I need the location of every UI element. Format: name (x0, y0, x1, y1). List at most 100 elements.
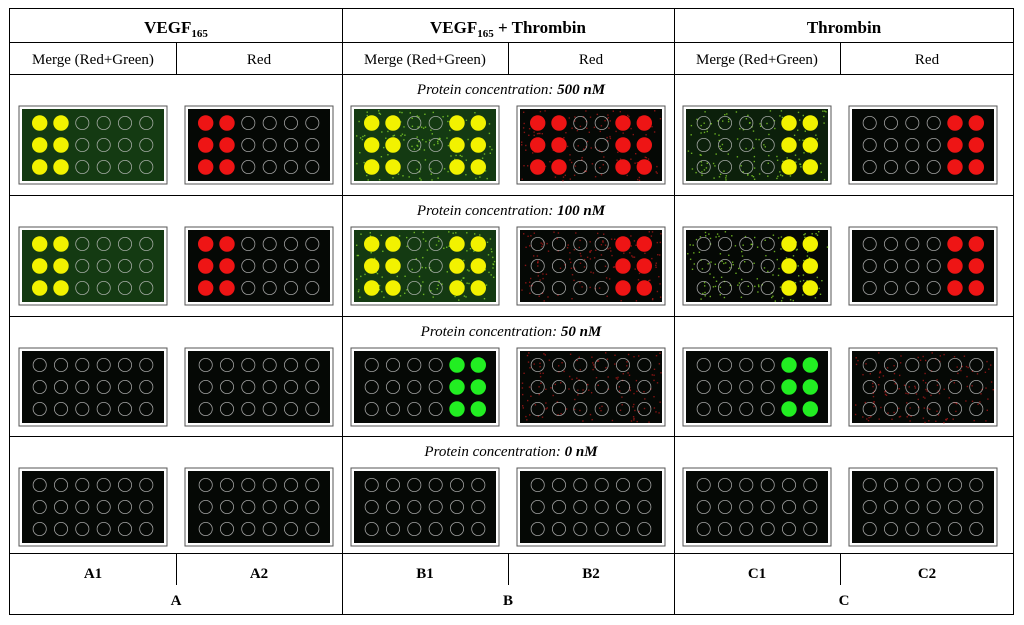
noise-dot (462, 277, 464, 279)
noise-dot (864, 401, 866, 404)
noise-dot (593, 366, 596, 368)
empty-spot (884, 379, 899, 394)
noise-dot (776, 159, 779, 161)
empty-spot (32, 379, 47, 394)
noise-dot (528, 352, 530, 354)
noise-dot (548, 359, 551, 361)
noise-dot (380, 156, 383, 158)
noise-dot (906, 402, 908, 404)
noise-dot (537, 275, 539, 277)
noise-dot (409, 112, 411, 114)
empty-spot (637, 477, 652, 492)
empty-spot (471, 477, 486, 492)
noise-dot (690, 152, 693, 154)
empty-spot (969, 499, 984, 514)
empty-spot (407, 357, 422, 372)
noise-dot (644, 398, 646, 400)
panel-label-a2: A2 (250, 566, 268, 582)
noise-dot (563, 370, 565, 373)
noise-dot (804, 236, 806, 239)
array-panel-b1-row4 (350, 467, 500, 547)
filled-spot (385, 159, 401, 175)
noise-dot (370, 252, 372, 254)
empty-spot (926, 357, 941, 372)
noise-dot (436, 288, 438, 290)
noise-dot (539, 132, 541, 135)
empty-spot (75, 137, 90, 152)
noise-dot (600, 409, 602, 412)
empty-spot (283, 280, 298, 295)
empty-spot (718, 159, 733, 174)
noise-dot (420, 285, 422, 287)
noise-dot (423, 149, 426, 151)
noise-dot (713, 177, 715, 179)
empty-spot (241, 236, 256, 251)
empty-spot (305, 159, 320, 174)
noise-dot (872, 382, 874, 385)
noise-dot (392, 177, 394, 179)
noise-dot (653, 368, 656, 370)
noise-dot (481, 157, 484, 159)
panel-background (686, 471, 828, 543)
noise-dot (659, 241, 661, 244)
noise-dot (721, 143, 724, 146)
empty-spot (696, 280, 711, 295)
noise-dot (703, 281, 706, 284)
filled-spot (219, 115, 235, 131)
noise-dot (986, 409, 988, 411)
noise-dot (437, 284, 439, 286)
noise-dot (651, 231, 654, 233)
filled-spot (198, 280, 214, 296)
noise-dot (724, 231, 727, 233)
empty-spot (905, 379, 920, 394)
noise-dot (824, 110, 826, 112)
noise-dot (710, 261, 712, 263)
empty-spot (594, 522, 609, 537)
empty-spot (739, 522, 754, 537)
noise-dot (803, 152, 805, 154)
noise-dot (878, 418, 880, 420)
noise-dot (729, 284, 732, 287)
empty-spot (241, 401, 256, 416)
empty-spot (283, 379, 298, 394)
noise-dot (612, 110, 614, 112)
filled-spot (781, 401, 797, 417)
noise-dot (527, 361, 530, 363)
noise-dot (729, 267, 731, 269)
empty-spot (969, 357, 984, 372)
noise-dot (542, 372, 544, 374)
empty-spot (139, 236, 154, 251)
noise-dot (823, 178, 826, 181)
noise-dot (592, 272, 595, 274)
noise-dot (431, 133, 433, 135)
noise-dot (527, 399, 529, 402)
noise-dot (529, 292, 531, 294)
empty-spot (760, 477, 775, 492)
empty-spot (75, 258, 90, 273)
noise-dot (571, 378, 573, 380)
noise-dot (539, 372, 542, 375)
noise-dot (638, 410, 640, 413)
noise-dot (374, 257, 376, 260)
empty-spot (573, 379, 588, 394)
noise-dot (562, 179, 564, 182)
noise-dot (554, 176, 557, 178)
noise-dot (621, 396, 623, 398)
noise-dot (778, 267, 780, 270)
noise-dot (538, 295, 540, 297)
empty-spot (862, 137, 877, 152)
filled-spot (470, 357, 486, 373)
noise-dot (615, 130, 617, 133)
noise-dot (977, 403, 979, 405)
noise-dot (956, 366, 958, 368)
noise-dot (489, 152, 491, 154)
empty-spot (198, 522, 213, 537)
empty-spot (262, 499, 277, 514)
noise-dot (718, 139, 720, 142)
empty-spot (718, 258, 733, 273)
noise-dot (943, 422, 945, 424)
noise-dot (356, 162, 358, 165)
panel-label-c2: C2 (918, 566, 936, 582)
noise-dot (952, 418, 954, 420)
panel-background (22, 471, 164, 543)
